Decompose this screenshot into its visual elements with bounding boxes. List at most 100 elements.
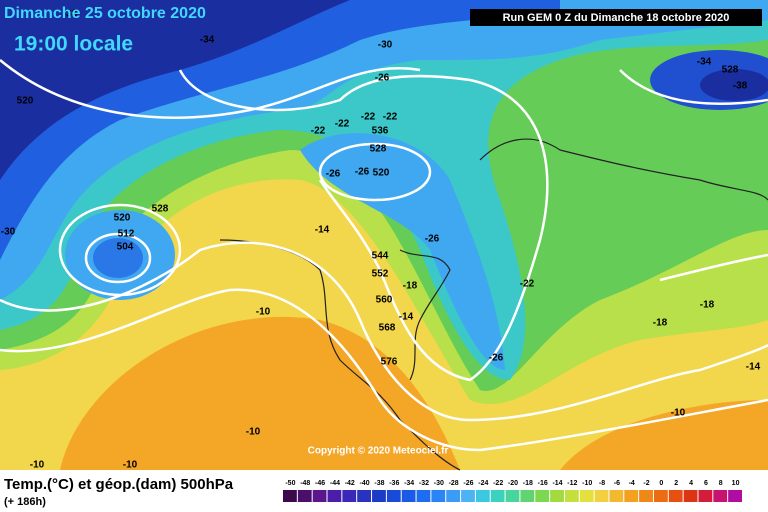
- legend-tick-label: -2: [643, 480, 649, 487]
- legend-swatch: [327, 490, 342, 502]
- contour-label: 520: [373, 168, 390, 179]
- legend-swatch: [728, 490, 742, 502]
- contour-label: -22: [383, 112, 398, 123]
- contour-label: -10: [123, 460, 138, 471]
- contour-label: -34: [697, 57, 712, 68]
- legend-tick-label: -18: [523, 480, 533, 487]
- legend-tick-label: -50: [285, 480, 295, 487]
- legend-swatch: [297, 490, 312, 502]
- legend-tick-label: -12: [567, 480, 577, 487]
- legend-tick-label: -42: [345, 480, 355, 487]
- isohypse: [318, 142, 432, 202]
- legend-tick-label: -30: [434, 480, 444, 487]
- contour-label: -26: [355, 167, 370, 178]
- isohypse: [0, 241, 768, 422]
- contour-label: -30: [1, 227, 16, 238]
- legend-swatch: [446, 490, 461, 502]
- isohypse: [178, 69, 549, 382]
- legend-swatch: [312, 490, 327, 502]
- legend-swatch: [431, 490, 446, 502]
- isohypse: [0, 59, 421, 119]
- copyright: Copyright © 2020 Meteociel.fr: [308, 446, 449, 457]
- legend-swatch: [653, 490, 668, 502]
- legend-swatch: [461, 490, 475, 502]
- legend-swatch: [475, 490, 490, 502]
- isohypse: [0, 288, 768, 452]
- contour-label: -38: [733, 81, 748, 92]
- run-box: [470, 9, 762, 26]
- contour-label: 536: [372, 126, 389, 137]
- footer-title: Temp.(°C) et géop.(dam) 500hPa: [4, 476, 234, 493]
- legend-tick-label: -20: [508, 480, 518, 487]
- legend-swatch: [698, 490, 713, 502]
- warm-area: [60, 316, 460, 470]
- legend-tick-label: -48: [300, 480, 310, 487]
- contour-label: -14: [746, 362, 761, 373]
- legend-tick-label: -4: [629, 480, 635, 487]
- contour-label: -30: [378, 40, 393, 51]
- legend-swatch: [624, 490, 639, 502]
- legend-swatch: [505, 490, 520, 502]
- contour-label: -18: [700, 300, 715, 311]
- contour-label: -22: [361, 112, 376, 123]
- legend-swatch: [683, 490, 698, 502]
- contour-label: -22: [335, 119, 350, 130]
- legend-tick-label: -46: [315, 480, 325, 487]
- contour-label: 528: [370, 144, 387, 155]
- temp-band: [0, 0, 350, 180]
- run-info: Run GEM 0 Z du Dimanche 18 octobre 2020: [503, 12, 730, 24]
- legend-tick-label: -22: [493, 480, 503, 487]
- contour-label: -26: [425, 234, 440, 245]
- isohypse: [659, 253, 768, 282]
- legend-swatch: [594, 490, 609, 502]
- legend-tick-label: -26: [463, 480, 473, 487]
- contour-label: -22: [311, 126, 326, 137]
- cold-trough: [300, 133, 505, 370]
- legend-swatch: [639, 490, 653, 502]
- contour-label: -34: [200, 35, 215, 46]
- coastline: [399, 249, 451, 381]
- legend-swatch: [490, 490, 505, 502]
- color-legend: -50 -48 -46 -44 -42 -40 -38 -36 -34 -32 -30 -28 -26-…: [283, 480, 742, 502]
- contour-label: -26: [489, 353, 504, 364]
- legend-swatch: [564, 490, 579, 502]
- contour-label: -10: [246, 427, 261, 438]
- legend-tick-label: 10: [732, 480, 740, 487]
- legend-swatch: [668, 490, 683, 502]
- legend-tick-label: 4: [689, 480, 693, 487]
- legend-swatch: [416, 490, 431, 502]
- contour-label: 576: [381, 357, 398, 368]
- contour-label: 520: [17, 96, 34, 107]
- isohypse: [84, 232, 152, 284]
- contour-label: -38: [63, 9, 78, 20]
- legend-swatch: [609, 490, 624, 502]
- legend-tick-label: -10: [582, 480, 592, 487]
- legend-swatch: [713, 490, 728, 502]
- legend-swatch: [535, 490, 550, 502]
- legend-tick-label: 8: [719, 480, 723, 487]
- contour-label: 528: [152, 204, 169, 215]
- contour-label: -14: [399, 312, 414, 323]
- legend-swatch: [579, 490, 594, 502]
- contour-label: -26: [375, 73, 390, 84]
- legend-tick-label: -44: [330, 480, 340, 487]
- contour-label: -18: [403, 281, 418, 292]
- legend-swatch: [550, 490, 564, 502]
- contour-label: 504: [117, 242, 134, 253]
- legend-tick-label: -8: [599, 480, 605, 487]
- contour-label: -14: [315, 225, 330, 236]
- legend-swatch: [520, 490, 535, 502]
- legend-tick-label: 0: [659, 480, 663, 487]
- contour-label: 528: [722, 65, 739, 76]
- contour-label: -10: [30, 460, 45, 471]
- legend-tick-label: -6: [614, 480, 620, 487]
- cyclone-core: [93, 238, 143, 278]
- coastline: [479, 138, 768, 201]
- legend-tick-label: -40: [360, 480, 370, 487]
- legend-swatch: [342, 490, 357, 502]
- forecast-time: 19:00 locale: [14, 33, 133, 56]
- legend-swatch: [372, 490, 386, 502]
- legend-swatch: [283, 490, 297, 502]
